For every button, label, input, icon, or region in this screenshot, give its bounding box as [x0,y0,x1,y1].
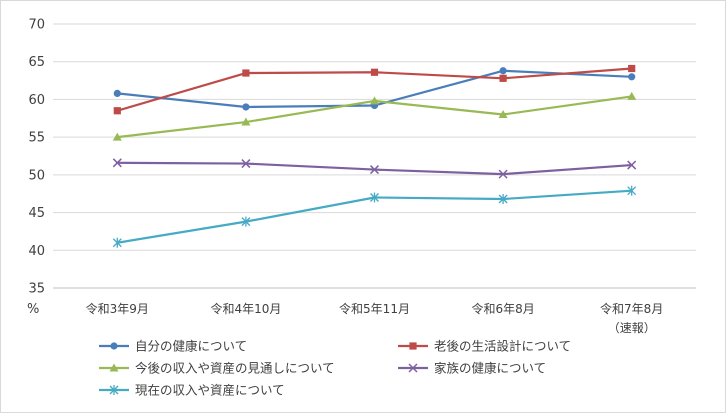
x-tick-label: 令和7年8月 [600,301,663,316]
legend-label: 老後の生活設計について [434,339,571,354]
legend-item: 老後の生活設計について [398,339,571,354]
data-point [370,192,379,203]
legend-marker [109,363,119,372]
marker-stroke [112,158,122,168]
marker-stroke [627,160,637,170]
data-point [627,91,637,100]
data-point [112,158,122,168]
legend-label: 家族の健康について [434,361,546,376]
y-tick-label: 65 [28,55,45,70]
data-point [628,73,636,81]
data-point [498,193,508,204]
y-tick-label: 50 [28,168,45,183]
data-point [242,103,250,111]
x-tick-note: （速報） [608,321,656,335]
data-point [370,96,379,105]
data-point [112,132,122,141]
y-axis-label: % [27,302,39,317]
series-line [117,161,632,176]
y-tick-label: 35 [28,282,45,297]
legend-marker [110,342,118,350]
y-tick-label: 70 [28,18,45,33]
data-point [113,107,121,115]
data-point [498,110,508,119]
data-point [627,185,637,196]
legend-item: 今後の収入や資産の見通しについて [99,361,335,376]
marker-stroke [369,165,380,175]
data-point [370,68,379,76]
data-point [499,67,507,75]
y-tick-label: 55 [28,131,45,146]
legend-label: 自分の健康について [135,339,247,354]
legend-marker [408,363,418,373]
legend-label: 今後の収入や資産の見通しについて [135,361,335,376]
data-point [113,89,121,97]
legend-item: 家族の健康について [398,361,546,376]
legend-marker [409,342,417,350]
data-point [241,159,251,169]
data-point [498,169,508,179]
x-tick-label: 令和4年10月 [210,301,281,316]
data-point [627,160,637,170]
data-point [241,216,251,227]
y-tick-label: 40 [28,244,45,259]
marker-stroke [241,159,251,169]
data-point [499,74,507,82]
x-tick-label: 令和3年9月 [86,301,149,316]
x-tick-label: 令和5年11月 [339,301,410,316]
marker-stroke [408,363,418,373]
y-tick-label: 60 [28,93,45,108]
data-point [241,117,251,126]
legend-label: 現在の収入や資産について [135,383,285,398]
legend-item: 自分の健康について [99,339,247,354]
x-tick-label: 令和6年8月 [471,301,534,316]
marker-stroke [498,169,508,179]
data-point [628,64,636,73]
data-point [112,237,122,248]
data-point [369,165,380,175]
legend-item: 現在の収入や資産について [99,383,285,398]
data-point [242,69,250,77]
legend-marker [109,385,119,395]
y-tick-label: 45 [28,206,45,221]
